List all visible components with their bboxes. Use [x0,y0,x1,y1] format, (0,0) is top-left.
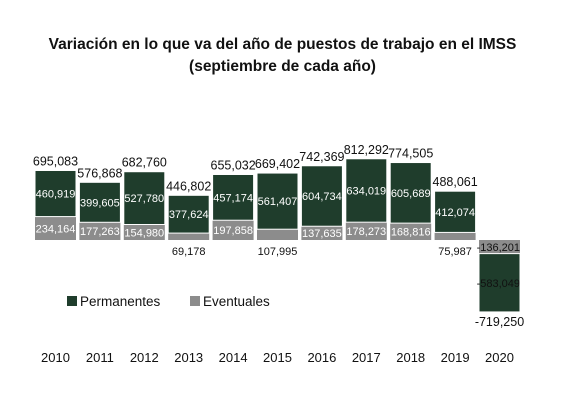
data-label-eventuales-2017: 178,273 [346,226,386,238]
total-label-2015: 669,402 [255,157,300,171]
labels-group: 460,919 234,164 695,083 399,605 177,263 576,8… [33,143,524,329]
bar-permanentes-2019 [434,190,477,233]
total-label-2017: 812,292 [344,143,389,157]
chart-subtitle: (septiembre de cada año) [189,58,376,75]
bar-permanentes-2013 [167,194,210,234]
data-label-permanentes-2011: 399,605 [80,197,120,209]
year-axis: 2010 2011 2012 2013 2014 2015 2016 2017 2018 2019… [41,350,514,365]
total-label-2014: 655,032 [211,158,256,172]
year-label-2011: 2011 [86,350,114,365]
year-label-2013: 2013 [174,350,203,365]
data-label-permanentes-2015: 561,407 [258,196,298,208]
bar-eventuales-2012 [123,224,165,240]
data-label-permanentes-2010: 460,919 [36,189,76,201]
data-label-eventuales-2019: 75,987 [438,246,472,258]
bar-eventuales-2013 [168,233,210,240]
data-label-permanentes-2012: 527,780 [124,193,164,205]
legend-label-eventuales: Eventuales [203,294,270,309]
year-label-2019: 2019 [441,350,470,365]
data-label-eventuales-2014: 197,858 [213,225,253,237]
bar-permanentes-2011 [78,181,121,223]
bar-permanentes-2015 [256,172,299,230]
data-label-permanentes-2019: 412,074 [435,207,475,219]
data-label-permanentes-2013: 377,624 [169,209,209,221]
total-label-2013: 446,802 [166,179,211,193]
year-label-2015: 2015 [263,350,292,365]
data-label-eventuales-2013: 69,178 [172,246,206,258]
data-label-eventuales-2020: -136,201 [477,242,520,254]
bar-permanentes-2017 [345,158,388,223]
total-label-2020: -719,250 [475,315,524,329]
bar-permanentes-2016 [300,165,343,227]
data-label-eventuales-2018: 168,816 [391,227,431,239]
legend-swatch-eventuales [190,296,200,306]
bar-eventuales-2018 [390,223,432,240]
total-label-2010: 695,083 [33,154,78,168]
bar-permanentes-2012 [123,171,166,226]
bar-eventuales-2014 [212,220,254,240]
data-label-eventuales-2016: 137,635 [302,228,342,240]
legend-label-permanentes: Permanentes [80,294,161,309]
data-label-permanentes-2016: 604,734 [302,191,342,203]
year-label-2012: 2012 [130,350,159,365]
bar-eventuales-2010 [35,216,76,240]
bar-eventuales-2020 [479,240,520,254]
chart-title: Variación en lo que va del año de puesto… [48,36,517,53]
total-label-2019: 488,061 [433,175,478,189]
data-label-eventuales-2010: 234,164 [36,223,76,235]
bar-eventuales-2011 [79,222,121,240]
year-label-2016: 2016 [307,350,336,365]
total-label-2016: 742,369 [299,150,344,164]
data-label-eventuales-2011: 177,263 [80,226,120,238]
bar-eventuales-2016 [301,226,343,240]
bar-permanentes-2018 [389,162,432,224]
legend: Permanentes Eventuales [67,294,270,309]
year-label-2010: 2010 [41,350,70,365]
bar-eventuales-2019 [434,232,476,240]
total-label-2018: 774,505 [388,147,433,161]
data-label-permanentes-2017: 634,019 [346,185,386,197]
bar-eventuales-2017 [345,222,387,240]
year-label-2017: 2017 [352,350,381,365]
bar-eventuales-2015 [257,229,298,240]
data-label-permanentes-2020: -583,049 [477,278,520,290]
data-label-eventuales-2012: 154,980 [124,227,164,239]
total-label-2012: 682,760 [122,156,167,170]
bar-permanentes-2014 [212,173,255,221]
data-label-permanentes-2018: 605,689 [391,188,431,200]
bar-permanentes-2020 [478,253,521,313]
year-label-2018: 2018 [396,350,425,365]
data-label-permanentes-2014: 457,174 [213,192,253,204]
bar-permanentes-2010 [34,169,77,218]
year-label-2020: 2020 [485,350,514,365]
data-label-eventuales-2015: 107,995 [258,246,298,258]
total-label-2011: 576,868 [77,166,122,180]
year-label-2014: 2014 [219,350,248,365]
legend-swatch-permanentes [67,296,77,306]
chart-title-block: Variación en lo que va del año de puesto… [0,34,565,78]
bars-group [34,158,521,313]
